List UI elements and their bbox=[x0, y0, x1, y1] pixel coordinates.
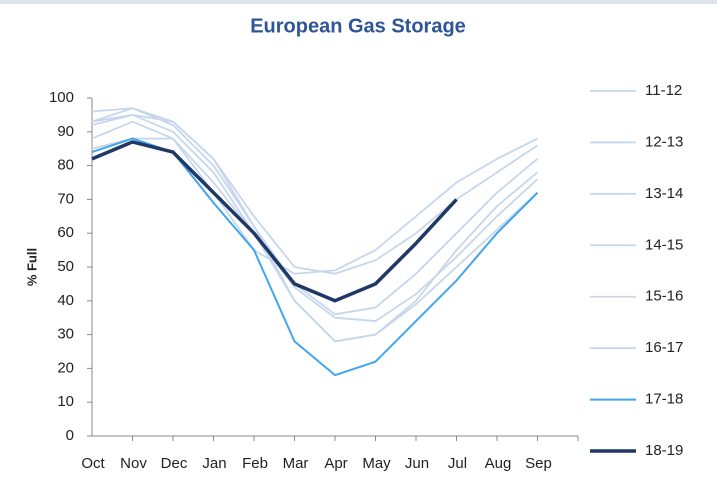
legend-label: 17-18 bbox=[645, 391, 683, 408]
series-line bbox=[91, 107, 539, 316]
y-tick-label: 10 bbox=[57, 393, 74, 410]
x-tick-label: Jun bbox=[405, 455, 429, 472]
x-tick-label: Mar bbox=[283, 455, 309, 472]
x-tick-label: Oct bbox=[81, 455, 105, 472]
x-tick-label: May bbox=[362, 455, 391, 472]
series-line bbox=[91, 137, 539, 322]
y-tick-label: 0 bbox=[66, 427, 74, 444]
x-tick-label: Aug bbox=[485, 455, 512, 472]
x-tick-label: Nov bbox=[120, 455, 147, 472]
legend-label: 16-17 bbox=[645, 339, 683, 356]
legend-label: 12-13 bbox=[645, 133, 683, 150]
y-axis-label: % Full bbox=[24, 248, 39, 286]
y-tick-label: 20 bbox=[57, 359, 74, 376]
y-tick-label: 70 bbox=[57, 190, 74, 207]
x-tick-label: Jul bbox=[448, 455, 467, 472]
top-band bbox=[0, 0, 717, 4]
y-tick-label: 30 bbox=[57, 326, 74, 343]
legend-label: 18-19 bbox=[645, 442, 683, 459]
legend-label: 15-16 bbox=[645, 288, 683, 305]
series-line bbox=[91, 107, 539, 343]
x-tick-label: Dec bbox=[161, 455, 188, 472]
series-line bbox=[91, 140, 458, 303]
y-tick-label: 80 bbox=[57, 157, 74, 174]
x-tick-label: Feb bbox=[242, 455, 268, 472]
legend-label: 11-12 bbox=[645, 82, 682, 99]
legend-label: 13-14 bbox=[645, 185, 683, 202]
y-tick-label: 50 bbox=[57, 258, 74, 275]
y-tick-label: 60 bbox=[57, 224, 74, 241]
chart-title: European Gas Storage bbox=[250, 15, 466, 37]
x-tick-label: Apr bbox=[324, 455, 347, 472]
series-line bbox=[91, 120, 538, 275]
y-tick-label: 40 bbox=[57, 292, 74, 309]
series-line bbox=[91, 114, 538, 275]
x-tick-label: Jan bbox=[202, 455, 226, 472]
legend-label: 14-15 bbox=[645, 236, 683, 253]
y-tick-label: 100 bbox=[49, 89, 74, 106]
y-tick-label: 90 bbox=[57, 123, 74, 140]
x-tick-label: Sep bbox=[525, 455, 552, 472]
